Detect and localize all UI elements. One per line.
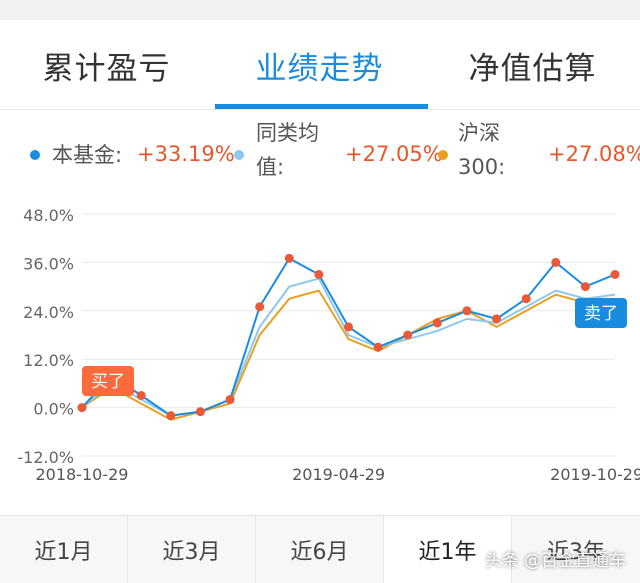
period-tab-1m[interactable]: 近1月 (0, 516, 128, 583)
marker-label: 卖了 (584, 304, 618, 324)
legend-item-csi300: 沪深 300: (458, 116, 505, 184)
x-tick-label: 2019-10-29 (550, 465, 640, 484)
series-point (432, 318, 442, 328)
active-tab-indicator (215, 104, 428, 109)
series-line (81, 257, 616, 417)
series-line (81, 289, 616, 421)
series-point (195, 407, 205, 417)
marker-label: 买了 (91, 372, 125, 392)
series-point (344, 322, 353, 332)
legend-dot-fund (30, 150, 40, 160)
tab-cumulative-pnl[interactable]: 累计盈亏 (42, 50, 171, 87)
y-tick-label: 24.0% (23, 303, 74, 322)
series-point (403, 330, 413, 340)
period-tab-6m[interactable]: 近6月 (256, 516, 384, 583)
legend-label-csi300-2: 300: (458, 155, 506, 179)
period-tab-3y[interactable]: 近3年 (547, 540, 605, 565)
series-point (462, 306, 472, 316)
marker-badge (82, 366, 134, 396)
series-point (225, 395, 235, 405)
y-tick-label: -12.0% (17, 448, 74, 467)
top-tab-bar: 累计盈亏 业绩走势 净值估算 (0, 20, 640, 110)
legend-label-peer-1: 同类均 (256, 121, 319, 145)
legend-label-csi300-1: 沪深 (458, 121, 500, 145)
series-point (492, 314, 502, 324)
y-tick-label: 12.0% (23, 351, 74, 370)
series-point (580, 282, 590, 292)
series-line (81, 277, 616, 417)
period-tab-1y[interactable]: 近1年 (384, 516, 512, 583)
y-tick-label: 0.0% (33, 400, 74, 419)
watermark-text: 头条 @百金直通车 (484, 551, 626, 571)
performance-chart: 48.0% 36.0% 24.0% 12.0% 0.0% -12.0%2018-10-29… (17, 206, 640, 484)
legend-item-peer: 同类均 值: (256, 116, 319, 184)
series-point (551, 257, 561, 267)
series-point (284, 253, 294, 263)
series-point (521, 294, 531, 304)
legend-dot-peer (234, 150, 244, 160)
x-tick-label: 2019-04-29 (292, 465, 385, 484)
series-point (166, 411, 176, 421)
series-point (77, 403, 87, 413)
legend-label-fund: 本基金: (52, 143, 123, 167)
tab-nav-estimate[interactable]: 净值估算 (468, 50, 597, 87)
legend-item-fund: 本基金: (30, 138, 122, 172)
legend-dot-csi300 (438, 150, 448, 160)
series-point (373, 342, 383, 352)
marker-badge (575, 298, 627, 328)
legend-label-peer-2: 值: (256, 155, 285, 179)
series-point (136, 391, 146, 400)
y-tick-label: 36.0% (23, 254, 74, 273)
tab-performance-trend[interactable]: 业绩走势 (255, 50, 384, 87)
series-point (314, 270, 324, 279)
legend-value-peer: +27.05% (345, 142, 443, 166)
y-tick-label: 48.0% (23, 206, 74, 225)
period-tab-bar: 近1月 近3月 近6月 近1年 近3年 头条 @百金直通车 (0, 515, 640, 583)
series-point (610, 270, 620, 279)
chart-legend: 本基金: +33.19% 同类均 值: +27.05% 沪深 300: +27.… (0, 112, 640, 192)
legend-value-fund: +33.19% (137, 142, 235, 166)
legend-value-csi300: +27.08% (548, 142, 640, 166)
period-tab-3m[interactable]: 近3月 (128, 516, 256, 583)
top-strip (0, 0, 640, 20)
series-point (255, 302, 265, 312)
x-tick-label: 2018-10-29 (36, 465, 129, 484)
